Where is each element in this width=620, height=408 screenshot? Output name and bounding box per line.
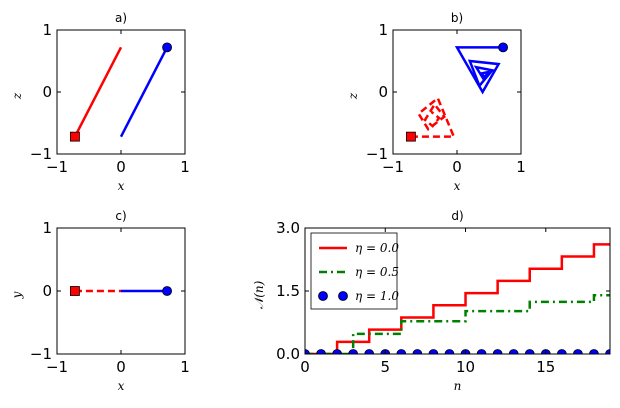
x-axis-label: n (454, 379, 462, 393)
series-line-1 (305, 243, 610, 354)
y-tick-label: −1 (366, 145, 388, 163)
x-axis-label: x (118, 379, 125, 393)
data-point (589, 349, 599, 354)
data-point (396, 349, 407, 354)
data-point (305, 349, 310, 354)
y-axis-label: y (10, 291, 24, 299)
y-tick-label: 1 (42, 219, 52, 237)
panel-title: a) (115, 11, 127, 25)
plot-area (73, 46, 169, 138)
data-point (476, 349, 487, 354)
series-line-1 (410, 96, 456, 138)
end-marker (162, 286, 172, 296)
x-tick-label: 10 (456, 358, 475, 376)
legend-label: η = 1.0 (355, 289, 399, 303)
panel-2: b) −1 0 1 −1 0 1 x z (346, 11, 526, 193)
y-tick-label: 0 (378, 83, 388, 101)
y-tick-label: −1 (30, 345, 52, 363)
data-point (364, 349, 375, 354)
x-tick-label: 0 (452, 158, 462, 176)
y-tick-label: 1 (378, 21, 388, 39)
data-point (556, 349, 567, 354)
data-point (508, 349, 519, 354)
x-tick-label: −1 (382, 158, 404, 176)
x-tick-label: 15 (536, 358, 555, 376)
x-tick-label: 1 (180, 158, 190, 176)
plot-area (410, 46, 504, 138)
plot-area (305, 243, 610, 354)
series-line-2 (454, 46, 504, 95)
legend-label: η = 0.5 (355, 265, 399, 279)
y-axis-label: z (10, 92, 24, 100)
data-point (428, 349, 439, 354)
x-tick-label: 0 (300, 358, 310, 376)
data-point (348, 349, 359, 354)
x-axis-label: x (454, 179, 461, 193)
y-tick-label: 1.5 (276, 282, 300, 300)
panel-title: d) (451, 209, 463, 223)
axes-frame (392, 29, 522, 155)
x-axis-label: x (118, 179, 125, 193)
data-point (605, 349, 610, 354)
start-marker (406, 131, 416, 142)
legend-swatch (338, 291, 348, 301)
end-marker (498, 42, 508, 53)
series-line-1 (73, 46, 123, 138)
axes-frame (56, 29, 186, 155)
panel-1: a) −1 0 1 −1 0 1 x z (10, 11, 190, 193)
axes-frame (56, 227, 186, 355)
panel-4: d)0 5 10 150.01.53.0n𝒩(n)η = 0.0η = 0.5η = … (252, 209, 611, 393)
y-tick-label: 3.0 (276, 219, 300, 237)
data-point (412, 349, 423, 354)
x-tick-label: 0 (116, 158, 126, 176)
data-point (524, 349, 535, 354)
y-tick-label: 0 (42, 83, 52, 101)
series-line-2 (119, 46, 169, 138)
data-point (444, 349, 455, 354)
data-point (332, 349, 343, 354)
panel-title: b) (451, 11, 463, 25)
y-axis-label: z (346, 92, 360, 100)
start-marker (70, 131, 80, 142)
x-tick-label: 1 (180, 358, 190, 376)
x-tick-label: −1 (46, 358, 68, 376)
y-tick-label: 0.0 (276, 345, 300, 363)
x-tick-label: −1 (46, 158, 68, 176)
start-marker (70, 286, 80, 296)
y-axis-label: 𝒩(n) (252, 280, 266, 309)
data-point (316, 349, 326, 354)
y-tick-label: 0 (42, 282, 52, 300)
legend-swatch (318, 291, 328, 301)
x-tick-label: 0 (116, 358, 126, 376)
x-tick-label: 5 (380, 358, 390, 376)
y-tick-label: −1 (30, 145, 52, 163)
end-marker (162, 42, 172, 53)
panel-3: c) −1 0 1 −1 0 1 x y (10, 209, 190, 393)
x-tick-label: 1 (516, 158, 526, 176)
y-tick-label: 1 (42, 21, 52, 39)
series-line-2 (305, 293, 610, 354)
axes-frame (304, 227, 611, 355)
legend: η = 0.0 η = 0.5 η = 1.0 (310, 232, 399, 310)
data-point (572, 349, 583, 354)
panel-title: c) (115, 209, 126, 223)
data-point (492, 349, 503, 354)
legend-label: η = 0.0 (355, 241, 399, 255)
